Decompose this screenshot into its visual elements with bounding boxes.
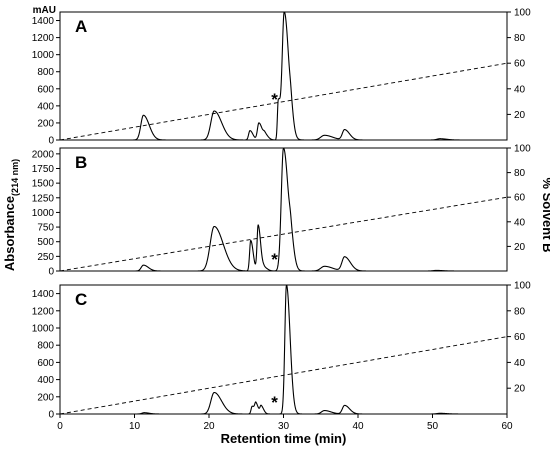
- right-tick-label: 60: [514, 59, 526, 70]
- y-tick-label: 600: [37, 358, 54, 369]
- panels: 020040060080010001200140020406080100A*02…: [32, 8, 531, 421]
- y-tick-label: 1200: [32, 33, 55, 44]
- y-tick-label: 1400: [32, 16, 55, 27]
- asterisk-marker: *: [271, 250, 278, 269]
- right-tick-label: 40: [514, 84, 526, 95]
- y-axis-title-sub: (214 nm): [10, 159, 20, 196]
- panel-label: A: [75, 17, 87, 36]
- y-tick-label: 0: [48, 410, 54, 421]
- gradient-line: [59, 62, 508, 141]
- y-tick-label: 1000: [32, 50, 55, 61]
- y-unit-label: mAU: [33, 5, 56, 16]
- y-tick-label: 1750: [32, 164, 55, 175]
- right-tick-label: 20: [514, 110, 526, 121]
- y-tick-label: 500: [37, 237, 54, 248]
- panel-frame: [59, 11, 508, 141]
- right-tick-label: 40: [514, 358, 526, 369]
- y-tick-label: 2000: [32, 149, 55, 160]
- y-tick-label: 0: [48, 136, 54, 147]
- x-tick-label: 20: [203, 421, 215, 432]
- x-tick-label: 0: [57, 421, 63, 432]
- right-tick-label: 20: [514, 384, 526, 395]
- right-tick-label: 40: [514, 217, 526, 228]
- asterisk-marker: *: [271, 90, 278, 109]
- x-tick-label: 60: [501, 421, 513, 432]
- x-tick-label: 10: [129, 421, 141, 432]
- trace-line: [60, 285, 507, 415]
- y-tick-label: 1000: [32, 324, 55, 335]
- y-tick-label: 600: [37, 84, 54, 95]
- y-tick-label: 200: [37, 392, 54, 403]
- y-axis-title: Absorbance(214 nm): [2, 159, 20, 271]
- panel-a: 0 200 400 600 800 1000 1200 1400 20 40 60 80 100 A *: [32, 8, 531, 147]
- y-tick-label: 800: [37, 67, 54, 78]
- y-tick-label: 1200: [32, 306, 55, 317]
- y-unit-text: mAU: [33, 5, 56, 16]
- right-tick-label: 20: [514, 242, 526, 253]
- x-axis-title: Retention time (min): [221, 431, 347, 446]
- axis-titles: Retention time (min) Absorbance(214 nm) % …: [2, 159, 550, 446]
- y-tick-label: 400: [37, 375, 54, 386]
- right-tick-label: 60: [514, 193, 526, 204]
- x-tick-label: 50: [427, 421, 439, 432]
- y-tick-label: 400: [37, 101, 54, 112]
- right-tick-label: 100: [514, 8, 531, 19]
- y-axis-title-main: Absorbance: [2, 196, 17, 271]
- x-tick-label: 40: [352, 421, 364, 432]
- gradient-line: [59, 196, 508, 272]
- right-tick-label: 100: [514, 281, 531, 292]
- asterisk-marker: *: [271, 393, 278, 412]
- right-tick-label: 60: [514, 332, 526, 343]
- panel-label: B: [75, 153, 87, 172]
- y-tick-label: 750: [37, 223, 54, 234]
- right-tick-label: 80: [514, 168, 526, 179]
- y-tick-label: 1400: [32, 289, 55, 300]
- y-tick-label: 1250: [32, 193, 55, 204]
- y-tick-label: 0: [48, 267, 54, 278]
- panel-c: 0 200 400 600 800 1000 1200 1400 20 40 60 80 100 C *: [32, 281, 531, 421]
- right-tick-label: 100: [514, 144, 531, 155]
- y-tick-label: 800: [37, 341, 54, 352]
- x-tick-label: 30: [278, 421, 290, 432]
- right-axis-title: % Solvent B: [540, 177, 550, 252]
- x-axis: 0 10 20 30 40 50 60: [57, 414, 513, 432]
- panel-b: 0 250 500 750 1000 1250 1500 1750 2000 20 40 60 80 10…: [32, 144, 531, 278]
- trace-line: [60, 148, 507, 272]
- panel-frame: [59, 147, 508, 272]
- trace-line: [60, 12, 507, 141]
- right-tick-label: 80: [514, 306, 526, 317]
- y-tick-label: 250: [37, 252, 54, 263]
- panel-label: C: [75, 290, 87, 309]
- right-tick-label: 80: [514, 33, 526, 44]
- y-tick-label: 1500: [32, 179, 55, 190]
- y-tick-label: 200: [37, 118, 54, 129]
- y-tick-label: 1000: [32, 208, 55, 219]
